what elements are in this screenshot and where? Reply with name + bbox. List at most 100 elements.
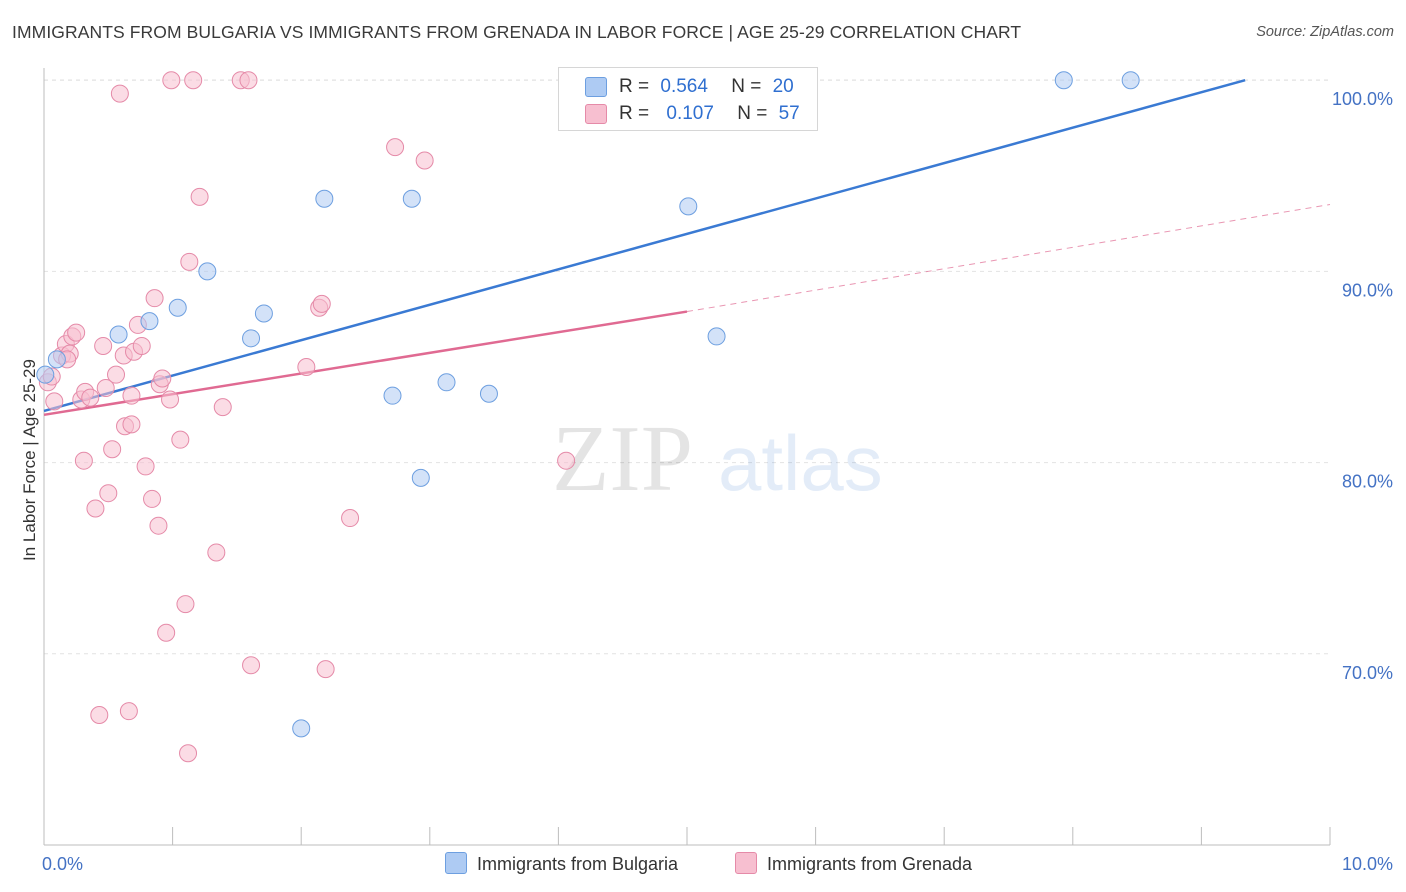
x-tick-label: 10.0% xyxy=(1342,854,1393,874)
data-point-bulgaria xyxy=(242,329,261,348)
data-point-grenada xyxy=(136,457,155,476)
data-points xyxy=(36,71,1140,763)
bottom-legend-bulgaria: Immigrants from Bulgaria xyxy=(445,852,678,875)
data-point-grenada xyxy=(176,595,195,614)
legend-row-grenada: R = 0.107 N = 57 xyxy=(585,103,800,125)
bottom-legend-grenada: Immigrants from Grenada xyxy=(735,852,972,875)
watermark-atlas: atlas xyxy=(718,419,883,507)
legend-n-value: 20 xyxy=(772,76,794,97)
bottom-legend-swatch-grenada xyxy=(735,852,757,874)
data-point-grenada xyxy=(153,369,172,388)
y-tick-label: 90.0% xyxy=(1342,280,1393,300)
data-point-bulgaria xyxy=(140,312,159,331)
data-point-grenada xyxy=(190,187,209,206)
data-point-grenada xyxy=(99,484,118,503)
data-point-bulgaria xyxy=(1121,71,1140,90)
data-point-grenada xyxy=(122,386,141,405)
data-point-grenada xyxy=(386,138,405,157)
data-point-bulgaria xyxy=(36,365,55,384)
data-point-grenada xyxy=(119,702,138,721)
data-point-grenada xyxy=(90,705,109,724)
data-point-grenada xyxy=(213,398,232,417)
data-point-grenada xyxy=(81,388,100,407)
trend-line-grenada xyxy=(43,310,688,417)
axes xyxy=(43,68,1331,846)
data-point-grenada xyxy=(162,71,181,90)
data-point-bulgaria xyxy=(707,327,726,346)
y-axis-label: In Labor Force | Age 25-29 xyxy=(20,359,39,561)
legend-r-value: 0.564 xyxy=(660,76,708,97)
bottom-legend-swatch-bulgaria xyxy=(445,852,467,874)
source-label: Source: ZipAtlas.com xyxy=(1256,24,1394,40)
data-point-grenada xyxy=(107,365,126,384)
y-tick-label: 70.0% xyxy=(1342,663,1393,683)
data-point-bulgaria xyxy=(437,373,456,392)
data-point-grenada xyxy=(86,499,105,518)
data-point-grenada xyxy=(239,71,258,90)
data-point-grenada xyxy=(149,516,168,535)
data-point-bulgaria xyxy=(1054,71,1073,90)
data-point-grenada xyxy=(67,323,86,342)
trend-line-bulgaria xyxy=(43,78,1246,413)
legend-n-label: N = xyxy=(737,103,768,124)
data-point-grenada xyxy=(341,509,360,528)
data-point-grenada xyxy=(207,543,226,562)
data-point-grenada xyxy=(94,336,113,355)
data-point-bulgaria xyxy=(679,197,698,216)
data-point-grenada xyxy=(103,440,122,459)
data-point-bulgaria xyxy=(383,386,402,405)
data-point-grenada xyxy=(242,656,261,675)
legend-n-label: N = xyxy=(731,76,762,97)
watermark: ZIP atlas xyxy=(552,407,883,511)
data-point-grenada xyxy=(179,744,198,763)
data-point-bulgaria xyxy=(411,468,430,487)
watermark-zip: ZIP xyxy=(552,407,693,511)
data-point-bulgaria xyxy=(47,350,66,369)
trend-lines xyxy=(43,78,1331,417)
data-point-grenada xyxy=(157,623,176,642)
legend-r-label: R = xyxy=(619,103,650,124)
legend-r-value: 0.107 xyxy=(666,103,714,124)
data-point-bulgaria xyxy=(109,325,128,344)
data-point-grenada xyxy=(122,415,141,434)
data-point-grenada xyxy=(45,392,64,411)
legend-r-label: R = xyxy=(619,76,650,97)
data-point-grenada xyxy=(132,336,151,355)
legend-swatch-bulgaria xyxy=(585,77,607,97)
data-point-bulgaria xyxy=(292,719,311,738)
data-point-grenada xyxy=(145,289,164,308)
data-point-grenada xyxy=(415,151,434,170)
data-point-grenada xyxy=(312,294,331,313)
data-point-grenada xyxy=(316,660,335,679)
data-point-grenada xyxy=(171,430,190,449)
data-point-grenada xyxy=(297,358,316,376)
legend: R = 0.564 N = 20 R = 0.107 N = 57 xyxy=(558,67,818,131)
data-point-grenada xyxy=(180,252,199,271)
data-point-grenada xyxy=(557,451,576,470)
y-tick-label: 80.0% xyxy=(1342,472,1393,492)
x-tick-label: 0.0% xyxy=(42,854,83,874)
data-point-bulgaria xyxy=(402,189,421,208)
data-point-grenada xyxy=(161,390,180,409)
data-point-bulgaria xyxy=(479,384,498,403)
bottom-legend-label: Immigrants from Bulgaria xyxy=(477,854,679,874)
data-point-grenada xyxy=(96,379,115,398)
trend-extension-grenada xyxy=(686,203,1331,313)
y-tick-label: 100.0% xyxy=(1332,89,1393,109)
grid-lines xyxy=(44,79,1330,655)
data-point-grenada xyxy=(184,71,203,90)
data-point-bulgaria xyxy=(198,262,217,281)
data-point-grenada xyxy=(143,489,162,508)
data-point-bulgaria xyxy=(254,304,273,323)
tick-labels: 70.0% 80.0% 90.0% 100.0% 0.0% 10.0% xyxy=(42,89,1393,874)
data-point-bulgaria xyxy=(315,189,334,208)
chart-title: IMMIGRANTS FROM BULGARIA VS IMMIGRANTS F… xyxy=(12,22,1022,42)
legend-row-bulgaria: R = 0.564 N = 20 xyxy=(585,76,794,98)
data-point-grenada xyxy=(110,84,129,103)
bottom-legend-label: Immigrants from Grenada xyxy=(767,854,973,874)
data-point-grenada xyxy=(74,451,93,470)
legend-swatch-grenada xyxy=(585,104,607,124)
data-point-bulgaria xyxy=(168,298,187,317)
legend-n-value: 57 xyxy=(778,103,800,124)
